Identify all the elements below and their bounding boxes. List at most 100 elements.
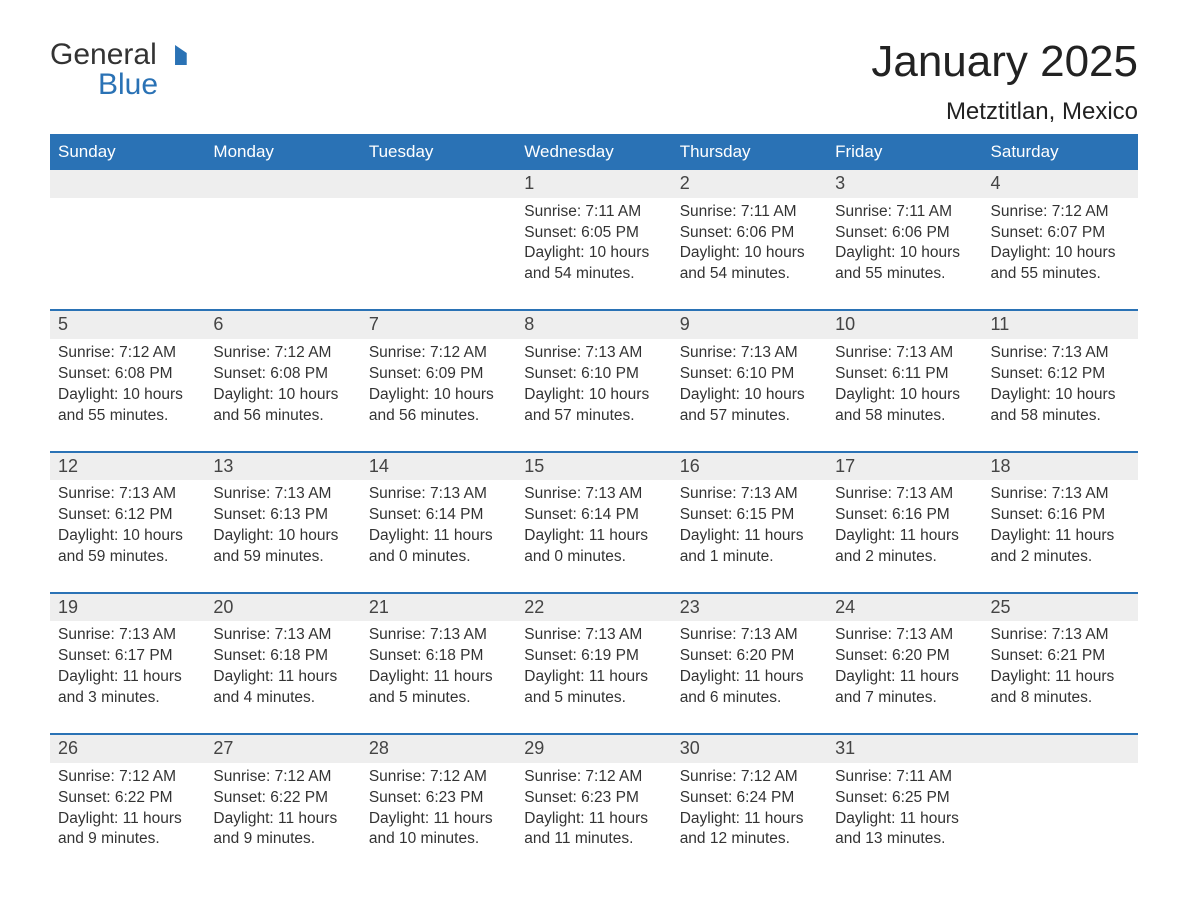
calendar-cell: 29Sunrise: 7:12 AMSunset: 6:23 PMDayligh… <box>516 734 671 874</box>
day-content: Sunrise: 7:13 AMSunset: 6:20 PMDaylight:… <box>827 621 982 733</box>
sunrise-line: Sunrise: 7:12 AM <box>58 767 197 788</box>
day-content: Sunrise: 7:12 AMSunset: 6:23 PMDaylight:… <box>361 763 516 875</box>
sunrise-line: Sunrise: 7:13 AM <box>58 484 197 505</box>
sunset-line: Sunset: 6:22 PM <box>213 788 352 809</box>
weekday-header: Tuesday <box>361 136 516 169</box>
calendar-cell: 14Sunrise: 7:13 AMSunset: 6:14 PMDayligh… <box>361 452 516 593</box>
sunrise-line: Sunrise: 7:11 AM <box>680 202 819 223</box>
calendar-cell <box>361 169 516 310</box>
sunset-line: Sunset: 6:23 PM <box>369 788 508 809</box>
day-content <box>205 198 360 302</box>
calendar-cell: 1Sunrise: 7:11 AMSunset: 6:05 PMDaylight… <box>516 169 671 310</box>
daylight-line: Daylight: 10 hours and 58 minutes. <box>835 385 974 427</box>
sunset-line: Sunset: 6:11 PM <box>835 364 974 385</box>
daylight-line: Daylight: 11 hours and 7 minutes. <box>835 667 974 709</box>
daylight-line: Daylight: 10 hours and 55 minutes. <box>835 243 974 285</box>
day-content <box>361 198 516 302</box>
sunrise-line: Sunrise: 7:13 AM <box>680 484 819 505</box>
sunrise-line: Sunrise: 7:13 AM <box>680 625 819 646</box>
day-content: Sunrise: 7:13 AMSunset: 6:21 PMDaylight:… <box>983 621 1138 733</box>
weekday-header: Saturday <box>983 136 1138 169</box>
sunset-line: Sunset: 6:21 PM <box>991 646 1130 667</box>
sunrise-line: Sunrise: 7:13 AM <box>369 625 508 646</box>
sunrise-line: Sunrise: 7:12 AM <box>58 343 197 364</box>
sunset-line: Sunset: 6:12 PM <box>991 364 1130 385</box>
daylight-line: Daylight: 11 hours and 11 minutes. <box>524 809 663 851</box>
day-content: Sunrise: 7:12 AMSunset: 6:07 PMDaylight:… <box>983 198 1138 310</box>
day-content <box>50 198 205 302</box>
day-number: 1 <box>516 170 671 198</box>
sunset-line: Sunset: 6:19 PM <box>524 646 663 667</box>
day-content: Sunrise: 7:11 AMSunset: 6:05 PMDaylight:… <box>516 198 671 310</box>
calendar-cell: 8Sunrise: 7:13 AMSunset: 6:10 PMDaylight… <box>516 310 671 451</box>
day-content: Sunrise: 7:13 AMSunset: 6:10 PMDaylight:… <box>672 339 827 451</box>
day-number: 4 <box>983 170 1138 198</box>
calendar-week: 1Sunrise: 7:11 AMSunset: 6:05 PMDaylight… <box>50 169 1138 310</box>
sunset-line: Sunset: 6:16 PM <box>991 505 1130 526</box>
sunrise-line: Sunrise: 7:11 AM <box>835 767 974 788</box>
daylight-line: Daylight: 10 hours and 59 minutes. <box>58 526 197 568</box>
sunset-line: Sunset: 6:24 PM <box>680 788 819 809</box>
brand-logo: General Blue <box>50 40 187 100</box>
sunset-line: Sunset: 6:18 PM <box>213 646 352 667</box>
day-content: Sunrise: 7:13 AMSunset: 6:14 PMDaylight:… <box>361 480 516 592</box>
sunset-line: Sunset: 6:17 PM <box>58 646 197 667</box>
sunrise-line: Sunrise: 7:13 AM <box>991 625 1130 646</box>
brand-word-2: Blue <box>98 70 158 100</box>
weekday-header: Friday <box>827 136 982 169</box>
calendar-table: SundayMondayTuesdayWednesdayThursdayFrid… <box>50 136 1138 874</box>
day-number: 14 <box>361 453 516 481</box>
sail-icon <box>161 45 187 65</box>
calendar-cell: 22Sunrise: 7:13 AMSunset: 6:19 PMDayligh… <box>516 593 671 734</box>
sunrise-line: Sunrise: 7:13 AM <box>991 343 1130 364</box>
daylight-line: Daylight: 11 hours and 1 minute. <box>680 526 819 568</box>
day-content: Sunrise: 7:13 AMSunset: 6:12 PMDaylight:… <box>50 480 205 592</box>
calendar-cell: 17Sunrise: 7:13 AMSunset: 6:16 PMDayligh… <box>827 452 982 593</box>
sunset-line: Sunset: 6:13 PM <box>213 505 352 526</box>
sunrise-line: Sunrise: 7:12 AM <box>369 767 508 788</box>
sunrise-line: Sunrise: 7:12 AM <box>213 767 352 788</box>
sunset-line: Sunset: 6:10 PM <box>524 364 663 385</box>
daylight-line: Daylight: 11 hours and 4 minutes. <box>213 667 352 709</box>
day-number: 29 <box>516 735 671 763</box>
day-content: Sunrise: 7:13 AMSunset: 6:12 PMDaylight:… <box>983 339 1138 451</box>
sunset-line: Sunset: 6:08 PM <box>58 364 197 385</box>
day-number <box>50 170 205 198</box>
sunset-line: Sunset: 6:08 PM <box>213 364 352 385</box>
daylight-line: Daylight: 11 hours and 3 minutes. <box>58 667 197 709</box>
sunrise-line: Sunrise: 7:13 AM <box>58 625 197 646</box>
sunset-line: Sunset: 6:16 PM <box>835 505 974 526</box>
calendar-cell: 10Sunrise: 7:13 AMSunset: 6:11 PMDayligh… <box>827 310 982 451</box>
sunrise-line: Sunrise: 7:13 AM <box>835 343 974 364</box>
day-content: Sunrise: 7:11 AMSunset: 6:06 PMDaylight:… <box>827 198 982 310</box>
daylight-line: Daylight: 11 hours and 8 minutes. <box>991 667 1130 709</box>
calendar-cell <box>205 169 360 310</box>
sunset-line: Sunset: 6:07 PM <box>991 223 1130 244</box>
weekday-header: Sunday <box>50 136 205 169</box>
day-content: Sunrise: 7:13 AMSunset: 6:11 PMDaylight:… <box>827 339 982 451</box>
calendar-week: 19Sunrise: 7:13 AMSunset: 6:17 PMDayligh… <box>50 593 1138 734</box>
calendar-cell: 20Sunrise: 7:13 AMSunset: 6:18 PMDayligh… <box>205 593 360 734</box>
sunset-line: Sunset: 6:12 PM <box>58 505 197 526</box>
calendar-cell: 18Sunrise: 7:13 AMSunset: 6:16 PMDayligh… <box>983 452 1138 593</box>
sunset-line: Sunset: 6:06 PM <box>835 223 974 244</box>
day-content: Sunrise: 7:13 AMSunset: 6:13 PMDaylight:… <box>205 480 360 592</box>
day-content: Sunrise: 7:13 AMSunset: 6:16 PMDaylight:… <box>983 480 1138 592</box>
calendar-cell <box>50 169 205 310</box>
day-number: 16 <box>672 453 827 481</box>
calendar-cell: 12Sunrise: 7:13 AMSunset: 6:12 PMDayligh… <box>50 452 205 593</box>
sunset-line: Sunset: 6:15 PM <box>680 505 819 526</box>
daylight-line: Daylight: 11 hours and 6 minutes. <box>680 667 819 709</box>
day-number: 25 <box>983 594 1138 622</box>
sunset-line: Sunset: 6:23 PM <box>524 788 663 809</box>
calendar-cell: 23Sunrise: 7:13 AMSunset: 6:20 PMDayligh… <box>672 593 827 734</box>
day-number: 15 <box>516 453 671 481</box>
sunrise-line: Sunrise: 7:12 AM <box>213 343 352 364</box>
day-content: Sunrise: 7:11 AMSunset: 6:06 PMDaylight:… <box>672 198 827 310</box>
daylight-line: Daylight: 11 hours and 9 minutes. <box>213 809 352 851</box>
day-number: 17 <box>827 453 982 481</box>
calendar-cell: 26Sunrise: 7:12 AMSunset: 6:22 PMDayligh… <box>50 734 205 874</box>
daylight-line: Daylight: 10 hours and 57 minutes. <box>680 385 819 427</box>
day-content: Sunrise: 7:13 AMSunset: 6:20 PMDaylight:… <box>672 621 827 733</box>
day-content: Sunrise: 7:12 AMSunset: 6:23 PMDaylight:… <box>516 763 671 875</box>
